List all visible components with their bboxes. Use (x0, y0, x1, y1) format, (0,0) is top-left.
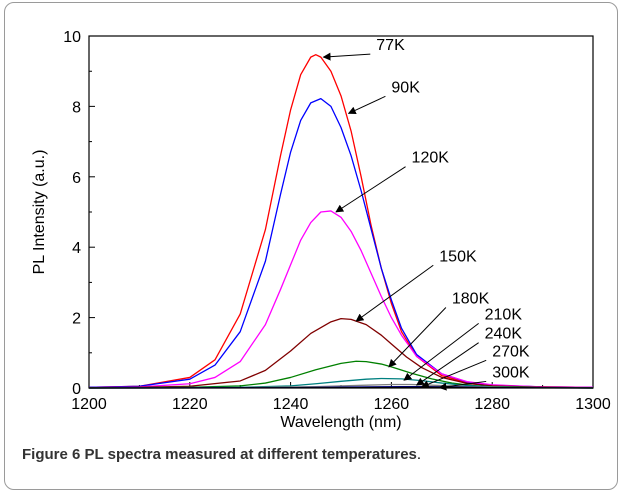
figure-caption-period: . (416, 446, 422, 463)
annotation-arrow-270K (420, 359, 487, 388)
y-axis-label: PL Intensity (a.u.) (31, 150, 48, 275)
x-tick-label: 1200 (71, 396, 107, 413)
y-tick-label: 6 (72, 170, 81, 187)
annotation-label-210K: 210K (485, 306, 523, 323)
series-line-77K (88, 54, 594, 388)
annotation-arrow-90K (347, 95, 386, 115)
x-tick-label: 1240 (273, 396, 309, 413)
annotation-label-270K: 270K (492, 343, 530, 360)
annotation-label-240K: 240K (485, 326, 523, 343)
annotation-label-90K: 90K (391, 79, 420, 96)
pl-spectra-chart: 1200 1220 1240 1260 1280 1300 0 2 4 6 8 10 77K 90K 12… (31, 29, 611, 431)
x-tick-label: 1260 (374, 396, 410, 413)
annotation-arrow-120K (335, 166, 406, 213)
figure-frame: 1200 1220 1240 1260 1280 1300 0 2 4 6 8 10 77K 90K 12… (4, 2, 618, 490)
y-tick-label: 8 (72, 99, 81, 116)
y-tick-label: 10 (63, 29, 81, 46)
annotation-label-180K: 180K (452, 291, 490, 308)
x-tick-label: 1280 (474, 396, 510, 413)
series-line-120K (88, 210, 594, 389)
annotation-arrow-77K (322, 52, 371, 61)
annotation-label-300K: 300K (492, 364, 530, 381)
y-tick-label: 2 (72, 311, 81, 328)
x-tick-label: 1300 (575, 396, 611, 413)
x-axis-label: Wavelength (nm) (280, 414, 401, 431)
series-line-150K (88, 318, 594, 389)
annotation-arrow-300K (438, 380, 487, 391)
figure-caption-label: Figure 6 (22, 446, 81, 463)
figure-caption-text: PL spectra measured at different tempera… (84, 446, 417, 463)
annotation-arrow-210K (403, 322, 479, 381)
annotation-arrow-240K (415, 342, 479, 386)
y-tick-label: 4 (72, 240, 81, 257)
series-line-300K (88, 386, 594, 389)
annotation-arrow-180K (388, 307, 447, 368)
figure-caption: Figure 6 PL spectra measured at differen… (22, 446, 421, 463)
x-tick-label: 1220 (172, 396, 208, 413)
y-tick-label: 0 (72, 381, 81, 398)
annotation-label-77K: 77K (376, 37, 405, 54)
annotation-label-120K: 120K (412, 150, 450, 167)
annotation-arrow-150K (355, 264, 434, 322)
annotation-label-150K: 150K (439, 248, 477, 265)
